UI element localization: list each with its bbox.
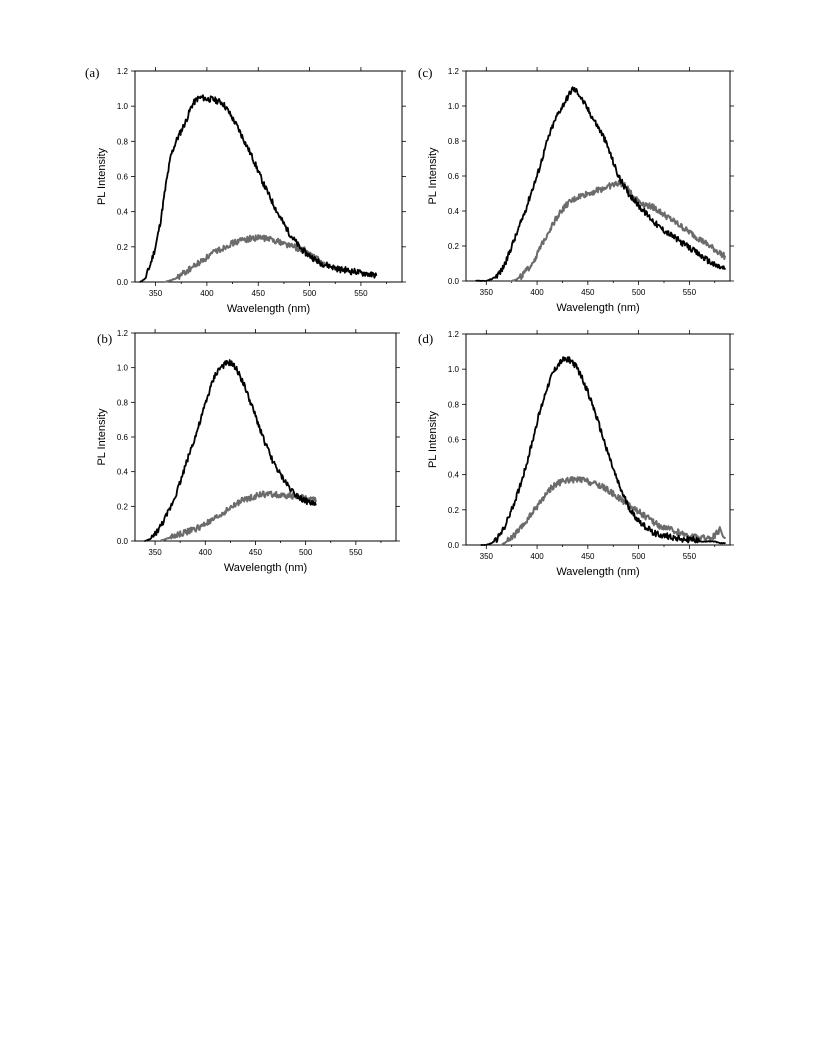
x-tick-label: 500 <box>303 289 317 298</box>
x-tick-label: 350 <box>149 289 163 298</box>
y-tick-label: 0.0 <box>117 278 129 287</box>
panel-label: (b) <box>97 331 112 346</box>
x-tick-label: 350 <box>148 548 162 557</box>
y-tick-label: 0.6 <box>117 433 129 442</box>
x-tick-label: 400 <box>530 288 544 297</box>
y-tick-label: 0.6 <box>448 172 460 181</box>
y-tick-label: 1.2 <box>117 329 129 338</box>
y-tick-label: 1.2 <box>448 330 460 339</box>
x-tick-label: 550 <box>683 552 697 561</box>
series-line-gray <box>159 490 317 542</box>
y-tick-label: 0.2 <box>448 242 460 251</box>
x-tick-label: 550 <box>349 548 363 557</box>
x-tick-label: 500 <box>632 288 646 297</box>
y-tick-label: 0.4 <box>117 468 129 477</box>
x-tick-label: 400 <box>199 548 213 557</box>
panel-label: (c) <box>418 65 432 80</box>
y-tick-label: 0.8 <box>117 398 129 407</box>
y-axis-title: PL Intensity <box>427 410 439 468</box>
plot-frame <box>134 70 403 283</box>
x-tick-label: 450 <box>252 289 266 298</box>
x-tick-label: 450 <box>581 552 595 561</box>
y-tick-label: 1.2 <box>117 67 129 76</box>
y-axis-title: PL Intensity <box>96 147 108 205</box>
series-line-black <box>144 359 317 542</box>
y-tick-label: 0.2 <box>117 502 129 511</box>
x-tick-label: 550 <box>354 289 368 298</box>
x-tick-label: 450 <box>249 548 263 557</box>
y-tick-label: 1.0 <box>117 364 129 373</box>
series-line-black <box>139 94 378 283</box>
x-tick-label: 400 <box>530 552 544 561</box>
x-tick-label: 550 <box>683 288 697 297</box>
x-tick-label: 500 <box>299 548 313 557</box>
series-line-gray <box>164 234 326 283</box>
y-tick-label: 1.0 <box>448 102 460 111</box>
y-tick-label: 0.2 <box>448 506 460 515</box>
chart-panel: (a) 350 400 450 500 550 0.0 0.2 0.4 0.6 0.8 1.0 1.2 W… <box>85 65 406 315</box>
y-tick-label: 1.0 <box>117 102 129 111</box>
y-tick-label: 0.4 <box>448 471 460 480</box>
x-axis-title: Wavelength (nm) <box>224 562 307 574</box>
x-tick-label: 350 <box>480 552 494 561</box>
plot-frame <box>134 332 397 542</box>
y-tick-label: 0.0 <box>117 537 129 546</box>
chart-panel: (b) 350 400 450 500 550 0.0 0.2 0.4 0.6 0.8 1.0 1.2 W… <box>96 329 400 574</box>
series-line-gray <box>500 476 726 546</box>
y-tick-label: 0.8 <box>117 137 129 146</box>
y-axis-title: PL Intensity <box>96 408 108 466</box>
series-line-black <box>475 86 726 282</box>
y-tick-label: 1.2 <box>448 67 460 76</box>
y-axis-title: PL Intensity <box>427 147 439 205</box>
x-axis-title: Wavelength (nm) <box>556 566 639 578</box>
x-tick-label: 350 <box>480 288 494 297</box>
x-axis-title: Wavelength (nm) <box>227 303 310 315</box>
y-tick-label: 1.0 <box>448 365 460 374</box>
y-tick-label: 0.8 <box>448 400 460 409</box>
series-line-gray <box>510 179 726 282</box>
y-tick-label: 0.0 <box>448 277 460 286</box>
y-tick-label: 0.4 <box>117 208 129 217</box>
chart-panel: (d) 350 400 450 500 550 0.0 0.2 0.4 0.6 0.8 1.0 1.2 W… <box>418 330 734 578</box>
y-tick-label: 0.4 <box>448 207 460 216</box>
y-tick-label: 0.2 <box>117 243 129 252</box>
y-tick-label: 0.0 <box>448 541 460 550</box>
y-tick-label: 0.8 <box>448 137 460 146</box>
panel-label: (a) <box>85 65 99 80</box>
y-tick-label: 0.6 <box>448 436 460 445</box>
x-axis-title: Wavelength (nm) <box>556 302 639 314</box>
x-tick-label: 400 <box>200 289 214 298</box>
panel-label: (d) <box>418 331 433 346</box>
series-line-black <box>480 356 726 546</box>
y-tick-label: 0.6 <box>117 173 129 182</box>
plot-frame <box>465 333 731 546</box>
x-tick-label: 450 <box>581 288 595 297</box>
x-tick-label: 500 <box>632 552 646 561</box>
chart-panel: (c) 350 400 450 500 550 0.0 0.2 0.4 0.6 0.8 1.0 1.2 W… <box>418 65 734 314</box>
